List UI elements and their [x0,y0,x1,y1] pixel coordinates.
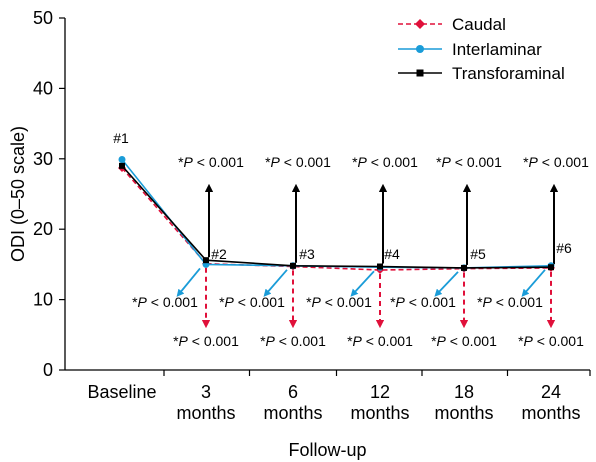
interlaminar-sig-arrow [434,271,459,297]
interlaminar-sig-label: *P < 0.001 [132,294,198,310]
transforaminal-sig-label: *P < 0.001 [178,154,244,170]
data-point-transforaminal [548,264,554,271]
interlaminar-sig-arrow [176,267,201,297]
y-tick-label: 20 [33,219,53,239]
caudal-sig-label: *P < 0.001 [260,333,326,349]
interlaminar-sig-label: *P < 0.001 [219,294,285,310]
data-point-transforaminal [461,264,467,271]
legend-marker-interlaminar [416,45,424,53]
x-tick-label: months [521,403,580,423]
legend-marker-transforaminal [416,69,424,77]
legend-label-caudal: Caudal [452,15,506,34]
transforaminal-sig-label: *P < 0.001 [436,154,502,170]
timepoint-label: #6 [556,240,572,256]
data-point-interlaminar [118,156,126,164]
series-line-interlaminar [121,159,552,269]
x-tick-label: Baseline [87,382,156,402]
y-tick-label: 10 [33,290,53,310]
y-tick-label: 0 [43,360,53,380]
interlaminar-sig-label: *P < 0.001 [477,294,543,310]
timepoint-label: #5 [470,246,486,262]
x-tick-label: 3 [201,382,211,402]
x-tick-label: months [176,403,235,423]
interlaminar-sig-arrow [350,270,375,297]
caudal-sig-label: *P < 0.001 [431,333,497,349]
caudal-sig-label: *P < 0.001 [173,333,239,349]
x-tick-label: 24 [541,382,561,402]
x-tick-label: months [350,403,409,423]
transforaminal-sig-label: *P < 0.001 [523,154,589,170]
interlaminar-sig-label: *P < 0.001 [306,294,372,310]
data-point-transforaminal [290,262,296,269]
y-tick-label: 30 [33,149,53,169]
x-tick-label: 12 [370,382,390,402]
x-tick-label: months [434,403,493,423]
transforaminal-sig-label: *P < 0.001 [352,154,418,170]
timepoint-label: #4 [384,246,400,262]
x-tick-label: 6 [288,382,298,402]
x-tick-label: 18 [454,382,474,402]
interlaminar-sig-arrow [521,269,546,297]
x-tick-label: months [263,403,322,423]
legend-marker-caudal [415,19,425,29]
data-point-transforaminal [203,257,209,264]
x-axis-title: Follow-up [288,440,366,460]
series-line-transforaminal [121,165,552,269]
caudal-sig-label: *P < 0.001 [347,333,413,349]
timepoint-label: #3 [299,246,315,262]
y-tick-label: 50 [33,8,53,28]
y-axis-title: ODI (0–50 scale) [8,126,28,262]
legend-label-transforaminal: Transforaminal [452,64,565,83]
timepoint-label: #2 [211,246,227,262]
interlaminar-sig-label: *P < 0.001 [390,294,456,310]
data-point-transforaminal [377,263,383,270]
data-point-transforaminal [119,162,125,169]
timepoint-label: #1 [113,130,129,146]
transforaminal-sig-label: *P < 0.001 [265,154,331,170]
series-line-caudal [121,167,552,271]
interlaminar-sig-arrow [263,269,288,297]
legend-label-interlaminar: Interlaminar [452,40,542,59]
y-tick-label: 40 [33,78,53,98]
caudal-sig-label: *P < 0.001 [518,333,584,349]
